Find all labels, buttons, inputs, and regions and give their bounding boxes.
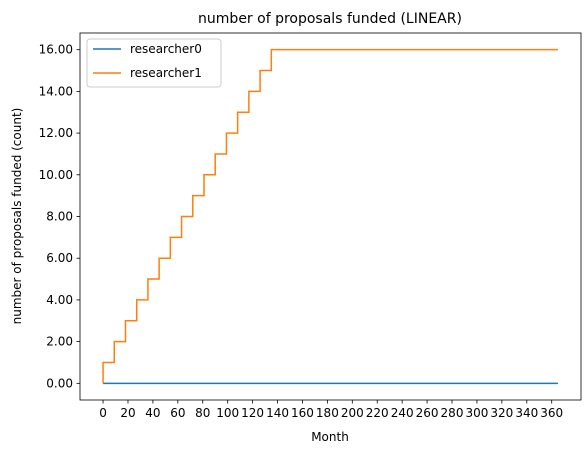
x-tick-label: 200 [341, 406, 364, 420]
x-tick-label: 0 [99, 406, 107, 420]
x-tick-label: 40 [145, 406, 160, 420]
x-tick-label: 180 [316, 406, 339, 420]
legend-label-researcher0: researcher0 [130, 42, 202, 56]
y-tick-label: 12.00 [39, 126, 73, 140]
x-tick-label: 300 [465, 406, 488, 420]
x-tick-label: 320 [490, 406, 513, 420]
x-tick-label: 240 [391, 406, 414, 420]
y-tick-label: 4.00 [46, 293, 73, 307]
x-axis: 0 20 40 60 80 100 120 140 160 180 200 220 240 260 280 3… [99, 400, 563, 420]
y-tick-label: 10.00 [39, 168, 73, 182]
y-axis-label: number of proposals funded (count) [10, 108, 24, 325]
legend-label-researcher1: researcher1 [130, 66, 202, 80]
y-axis: 0.00 2.00 4.00 6.00 8.00 10.00 12.00 14.00 16.00 [39, 43, 80, 390]
x-tick-label: 340 [515, 406, 538, 420]
x-tick-label: 100 [216, 406, 239, 420]
y-tick-label: 6.00 [46, 251, 73, 265]
x-axis-label: Month [311, 430, 349, 444]
x-tick-label: 120 [241, 406, 264, 420]
legend: researcher0 researcher1 [86, 38, 222, 88]
x-tick-label: 160 [291, 406, 314, 420]
series-line-researcher1 [102, 48, 558, 384]
y-tick-label: 0.00 [46, 376, 73, 390]
x-tick-label: 140 [266, 406, 289, 420]
legend-frame [86, 38, 222, 88]
y-tick-label: 8.00 [46, 210, 73, 224]
x-tick-label: 60 [170, 406, 185, 420]
y-tick-label: 2.00 [46, 335, 73, 349]
x-tick-label: 80 [195, 406, 210, 420]
chart-title: number of proposals funded (LINEAR) [198, 11, 462, 27]
y-tick-label: 14.00 [39, 84, 73, 98]
x-tick-label: 20 [120, 406, 135, 420]
x-tick-label: 360 [540, 406, 563, 420]
plot-series [102, 48, 558, 385]
plot-frame [79, 32, 582, 401]
x-tick-label: 280 [441, 406, 464, 420]
x-tick-label: 260 [416, 406, 439, 420]
y-tick-label: 16.00 [39, 43, 73, 57]
x-tick-label: 220 [366, 406, 389, 420]
